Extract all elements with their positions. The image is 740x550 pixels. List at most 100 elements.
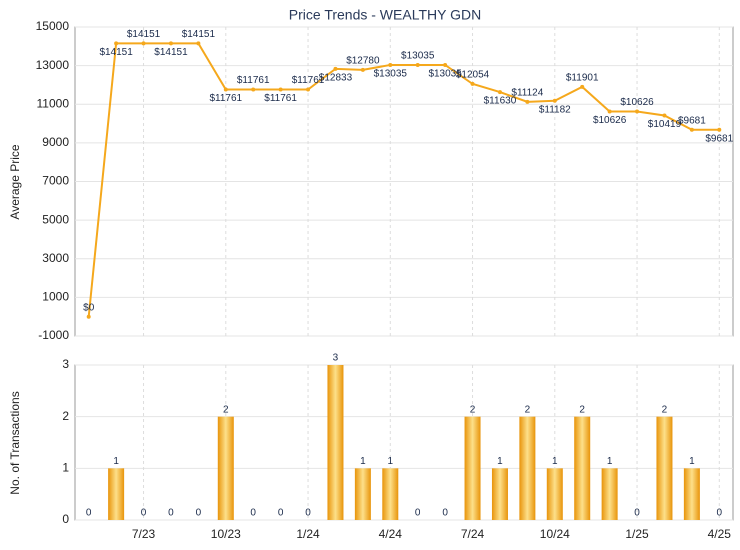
data-label: 0 [141, 508, 147, 519]
point [306, 87, 311, 92]
point [689, 127, 694, 132]
y-tick-label: 1000 [42, 290, 69, 304]
data-label: 0 [717, 508, 723, 519]
data-label: 0 [86, 508, 92, 519]
data-label: $14151 [182, 29, 216, 40]
data-label: 2 [579, 404, 585, 415]
point [580, 84, 585, 89]
data-label: $14151 [154, 47, 188, 58]
point [470, 81, 475, 86]
x-tick-label: 1/25 [625, 527, 649, 541]
data-label: $14151 [99, 47, 133, 58]
point [141, 41, 146, 46]
data-label: 0 [634, 508, 640, 519]
data-label: 1 [360, 456, 366, 467]
data-label: $11761 [237, 75, 270, 86]
data-label: $13035 [428, 69, 462, 80]
data-label: 1 [689, 456, 695, 467]
y-tick-label: 3 [62, 357, 69, 371]
point [415, 62, 420, 67]
bar [519, 416, 536, 520]
y-tick-label: 9000 [42, 135, 69, 149]
data-label: $13035 [374, 69, 408, 80]
point [662, 113, 667, 118]
point [168, 41, 173, 46]
plot-frame [74, 364, 734, 521]
data-label: 1 [388, 456, 394, 467]
y-tick-label: 2 [62, 409, 69, 423]
data-label: $11761 [264, 93, 297, 104]
data-label: 3 [333, 353, 339, 364]
point [360, 67, 365, 72]
data-label: $12054 [456, 70, 490, 81]
data-label: 0 [168, 508, 174, 519]
point [552, 98, 557, 103]
data-label: 1 [497, 456, 503, 467]
data-label: $11124 [511, 87, 543, 98]
data-label: 1 [552, 456, 558, 467]
data-label: $14151 [127, 29, 161, 40]
point [443, 62, 448, 67]
point [86, 314, 91, 319]
y-tick-label: 15000 [36, 19, 70, 33]
data-label: 1 [607, 456, 613, 467]
y-axis-label: No. of Transactions [8, 391, 22, 494]
x-tick-label: 10/24 [540, 527, 570, 541]
point [196, 41, 201, 46]
point [333, 66, 338, 71]
point [114, 41, 119, 46]
data-label: $12833 [319, 72, 353, 83]
y-tick-label: 5000 [42, 212, 69, 226]
point [223, 87, 228, 92]
bar [382, 468, 399, 520]
data-label: 0 [250, 508, 256, 519]
data-label: 0 [442, 508, 448, 519]
chart-title: Price Trends - WEALTHY GDN [289, 7, 481, 23]
y-tick-label: 7000 [42, 174, 69, 188]
bar [683, 468, 700, 520]
y-tick-label: 1 [62, 461, 69, 475]
data-label: $10419 [648, 119, 682, 130]
data-label: $11901 [566, 72, 599, 83]
bar [108, 468, 125, 520]
bar [656, 416, 673, 520]
data-label: 0 [278, 508, 284, 519]
y-tick-label: 3000 [42, 251, 69, 265]
x-tick-label: 4/24 [379, 527, 403, 541]
point [717, 127, 722, 132]
bar [354, 468, 371, 520]
point [607, 109, 612, 114]
x-tick-label: 7/24 [461, 527, 485, 541]
data-label: $10626 [593, 115, 627, 126]
bar [464, 416, 481, 520]
point [497, 90, 502, 95]
price-line [87, 42, 720, 317]
data-label: 2 [662, 404, 668, 415]
data-label: 2 [223, 404, 229, 415]
data-label: $11761 [292, 75, 325, 86]
y-axis-label: Average Price [8, 144, 22, 219]
data-label: $12780 [346, 56, 380, 67]
data-label: 0 [415, 508, 421, 519]
data-label: $10626 [620, 97, 654, 108]
data-label: 2 [525, 404, 531, 415]
bar [217, 416, 234, 520]
bar [491, 468, 508, 520]
data-label: 0 [196, 508, 202, 519]
data-label: $11630 [484, 96, 517, 107]
data-label: $9681 [678, 115, 706, 126]
y-tick-label: 11000 [37, 96, 70, 110]
data-label: $11182 [539, 104, 571, 115]
data-label: $9681 [705, 133, 733, 144]
y-tick-label: -1000 [38, 328, 69, 342]
point [525, 99, 530, 104]
data-label: $13035 [401, 51, 435, 62]
bar [601, 468, 618, 520]
point [388, 62, 393, 67]
y-tick-label: 13000 [36, 58, 70, 72]
x-tick-label: 4/25 [708, 527, 732, 541]
bar [546, 468, 563, 520]
data-label: 1 [113, 456, 119, 467]
point [251, 87, 256, 92]
